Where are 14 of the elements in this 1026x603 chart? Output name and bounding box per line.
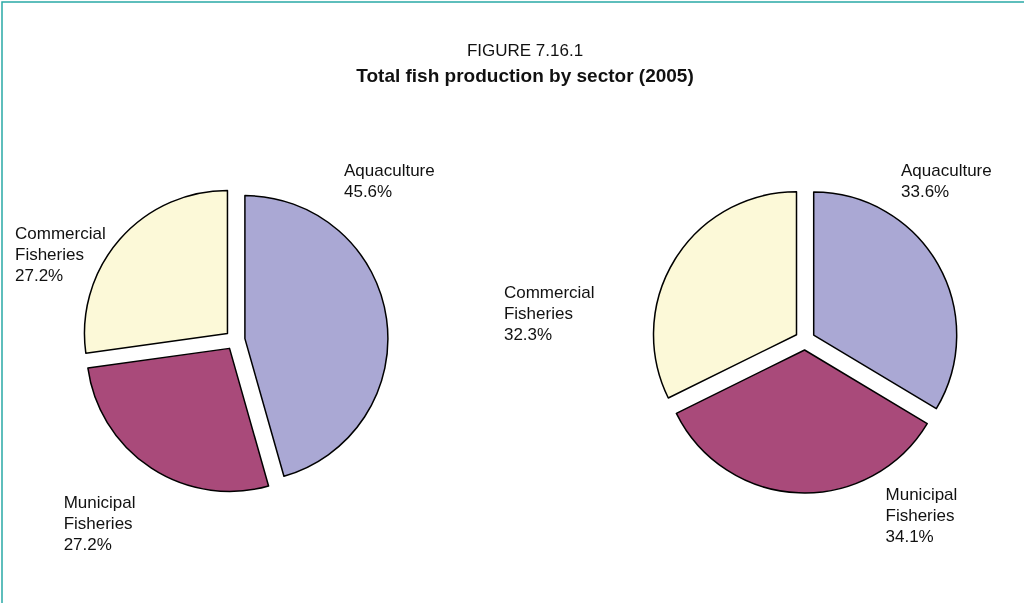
slice-label: Commercial Fisheries xyxy=(15,224,106,265)
data-label: 27.2% xyxy=(63,534,112,554)
data-label: 32.3% xyxy=(503,324,553,344)
text: FIGURE 7.16.1 xyxy=(466,41,584,60)
data-label: 34.1% xyxy=(885,527,934,547)
data-label: 45.6% xyxy=(343,182,393,202)
slice-label: Municipal Fisheries xyxy=(885,485,958,526)
slice-label: Aquaculture xyxy=(901,161,992,181)
slice-label: Municipal Fisheries xyxy=(63,492,136,533)
slice-label: Commercial Fisheries xyxy=(503,282,595,323)
data-label: 33.6% xyxy=(901,182,950,202)
slice-label: Aquaculture xyxy=(343,161,435,181)
data-label: 27.2% xyxy=(15,266,64,286)
text: Total fish production by sector (2005) xyxy=(356,65,694,86)
